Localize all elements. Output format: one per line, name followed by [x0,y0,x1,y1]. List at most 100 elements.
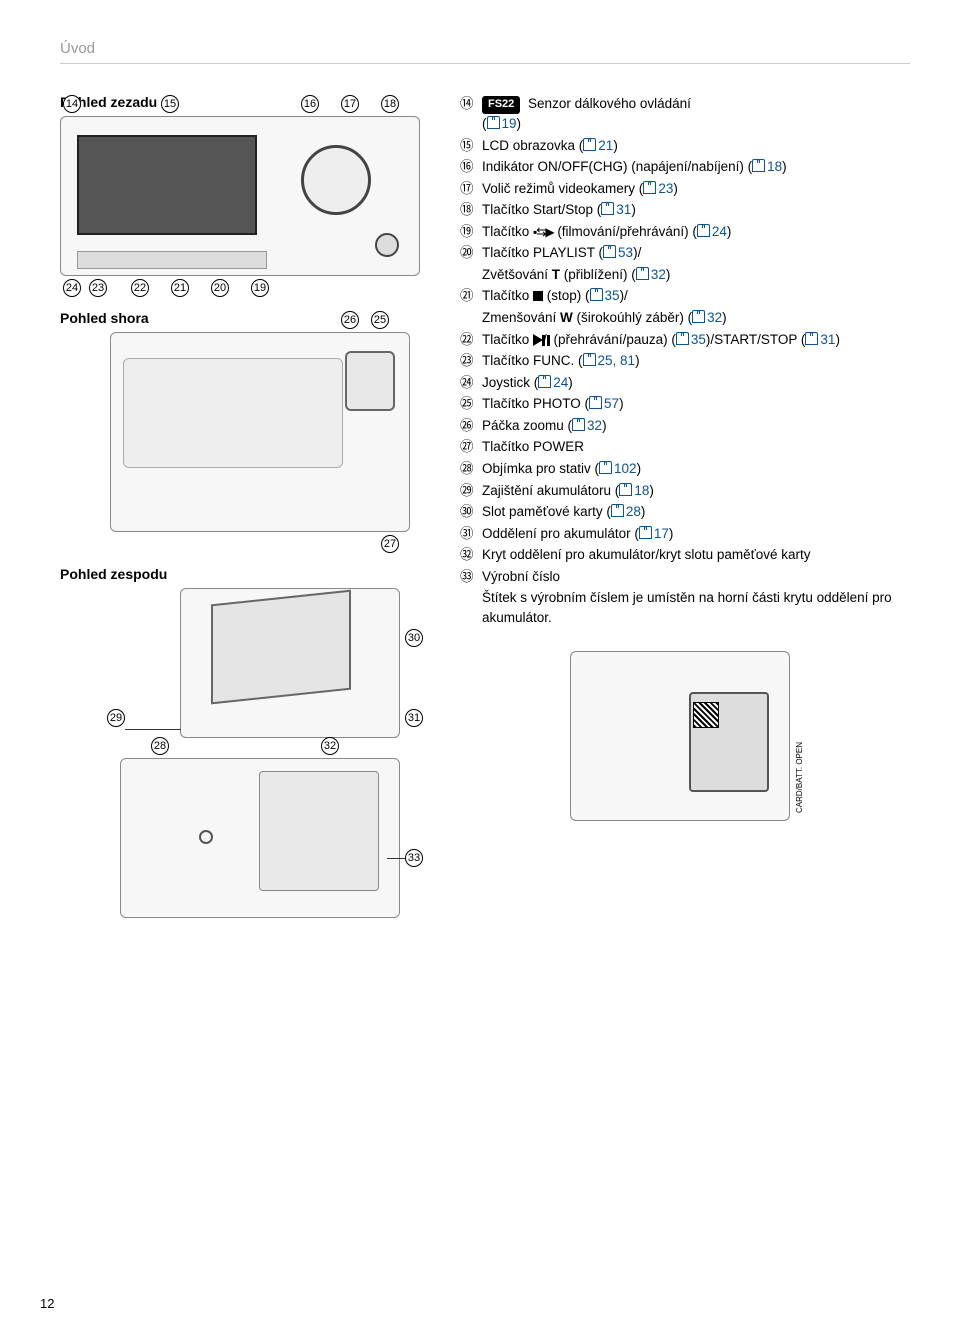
item-29: ㉙ Zajištění akumulátoru (18) [460,481,900,501]
book-icon [572,421,585,431]
ref-24: 24 [538,375,568,390]
text-18: Tlačítko Start/Stop (31) [482,200,900,220]
t22m: (přehrávání/pauza) ( [550,332,676,347]
book-icon [603,248,616,258]
t25a: Tlačítko PHOTO ( [482,396,589,411]
t21ba: Zmenšování [482,310,560,325]
num-24: ㉔ [460,373,482,393]
t22a: Tlačítko [482,332,533,347]
compartment-diagram: CARD/BATT. OPEN [570,651,790,821]
t17b: ) [673,181,678,196]
rear-underbar-sketch [77,251,267,269]
text-27: Tlačítko POWER [482,437,900,457]
text-21: Tlačítko (stop) (35)/ [482,286,900,306]
r16: 18 [767,159,782,174]
left-column: Pohled zezadu 14 15 16 17 18 24 23 22 21… [60,94,440,940]
callout-29: 29 [107,709,125,727]
t29b: ) [649,483,654,498]
lcd-screen-sketch [77,135,257,235]
num-32: ㉜ [460,545,482,565]
t20b: )/ [633,245,641,260]
ref-16: 18 [752,159,782,174]
ref-23: 25, 81 [583,353,636,368]
item-31: ㉛ Oddělení pro akumulátor (17) [460,524,900,544]
num-28: ㉘ [460,459,482,479]
callout-30: 30 [405,629,423,647]
t28b: ) [637,461,642,476]
book-icon [752,162,765,172]
r19: 24 [712,224,727,239]
text-24: Joystick (24) [482,373,900,393]
top-view-diagram: 26 25 27 [110,332,410,532]
r26: 32 [587,418,602,433]
book-icon [611,507,624,517]
item-33: ㉝ Výrobní číslo [460,567,900,587]
book-icon [805,335,818,345]
t-icon: T [552,265,560,285]
callout-21: 21 [171,279,189,297]
t20ba: Zvětšování [482,267,552,282]
r21b: 32 [707,310,722,325]
ref-21: 35 [590,288,620,303]
num-23: ㉓ [460,351,482,371]
callout-16: 16 [301,95,319,113]
book-icon [583,141,596,151]
item-28: ㉘ Objímka pro stativ ( 102) [460,459,900,479]
t20a: Tlačítko PLAYLIST ( [482,245,603,260]
model-badge: FS22 [482,96,520,114]
t23b: ) [635,353,640,368]
t21bm: (širokoúhlý záběr) ( [573,310,692,325]
top-view-block: Pohled shora 26 25 27 [60,310,440,532]
t20bm: (přiblížení) ( [560,267,636,282]
r31: 17 [654,526,669,541]
lead-33 [387,858,405,859]
t24b: ) [568,375,573,390]
r22: 35 [691,332,706,347]
ref-19: 24 [697,224,727,239]
text-28: Objímka pro stativ ( 102) [482,459,900,479]
text-17: Volič režimů videokamery (23) [482,179,900,199]
compartment-text: CARD/BATT. OPEN [795,742,804,813]
text-23: Tlačítko FUNC. (25, 81) [482,351,900,371]
t16b: ) [782,159,787,174]
ref-20: 53 [603,245,633,260]
item-30: ㉚ Slot paměťové karty (28) [460,502,900,522]
t21b: )/ [620,288,628,303]
item-19: ⑲ Tlačítko ▪︎⇆▶ (filmování/přehrávání) (… [460,222,900,242]
book-icon [590,291,603,301]
bottom-view-diagram-open: 30 31 29 [180,588,400,738]
text-30: Slot paměťové karty (28) [482,502,900,522]
item-15: ⑮ LCD obrazovka (21) [460,136,900,156]
book-icon [583,356,596,366]
r28: 102 [614,461,637,476]
ref-22: 35 [676,332,706,347]
battery-open-sketch [211,590,351,705]
t19b: ) [727,224,732,239]
t24a: Joystick ( [482,375,538,390]
item-16: ⑯ Indikátor ON/OFF(CHG) (napájení/nabíje… [460,157,900,177]
t16a: Indikátor ON/OFF(CHG) (napájení/nabíjení… [482,159,752,174]
num-18: ⑱ [460,200,482,220]
ref-15: 21 [583,138,613,153]
book-icon [589,399,602,409]
mode-dial-sketch [301,145,371,215]
item-21: ㉑ Tlačítko (stop) (35)/ [460,286,900,306]
w-icon: W [560,308,573,328]
r14: 19 [502,116,517,131]
zoom-lever-sketch [345,351,395,411]
pause-icon [547,335,550,346]
rear-view-block: Pohled zezadu 14 15 16 17 18 24 23 22 21… [60,94,440,276]
book-icon [643,184,656,194]
num-25: ㉕ [460,394,482,414]
t15b: ) [613,138,618,153]
book-icon [639,529,652,539]
content-columns: Pohled zezadu 14 15 16 17 18 24 23 22 21… [60,94,910,940]
item-17: ⑰ Volič režimů videokamery (23) [460,179,900,199]
stop-icon [533,291,543,301]
t28a: Objímka pro stativ ( [482,461,599,476]
rear-view-diagram: 14 15 16 17 18 24 23 22 21 20 19 [60,116,420,276]
ref-22b: 31 [805,332,835,347]
tripod-socket-sketch [199,830,213,844]
item-33b: Štítek s výrobním číslem je umístěn na h… [460,588,900,627]
right-column: ⑭ FS22 Senzor dálkového ovládání (19) ⑮ … [460,94,900,940]
